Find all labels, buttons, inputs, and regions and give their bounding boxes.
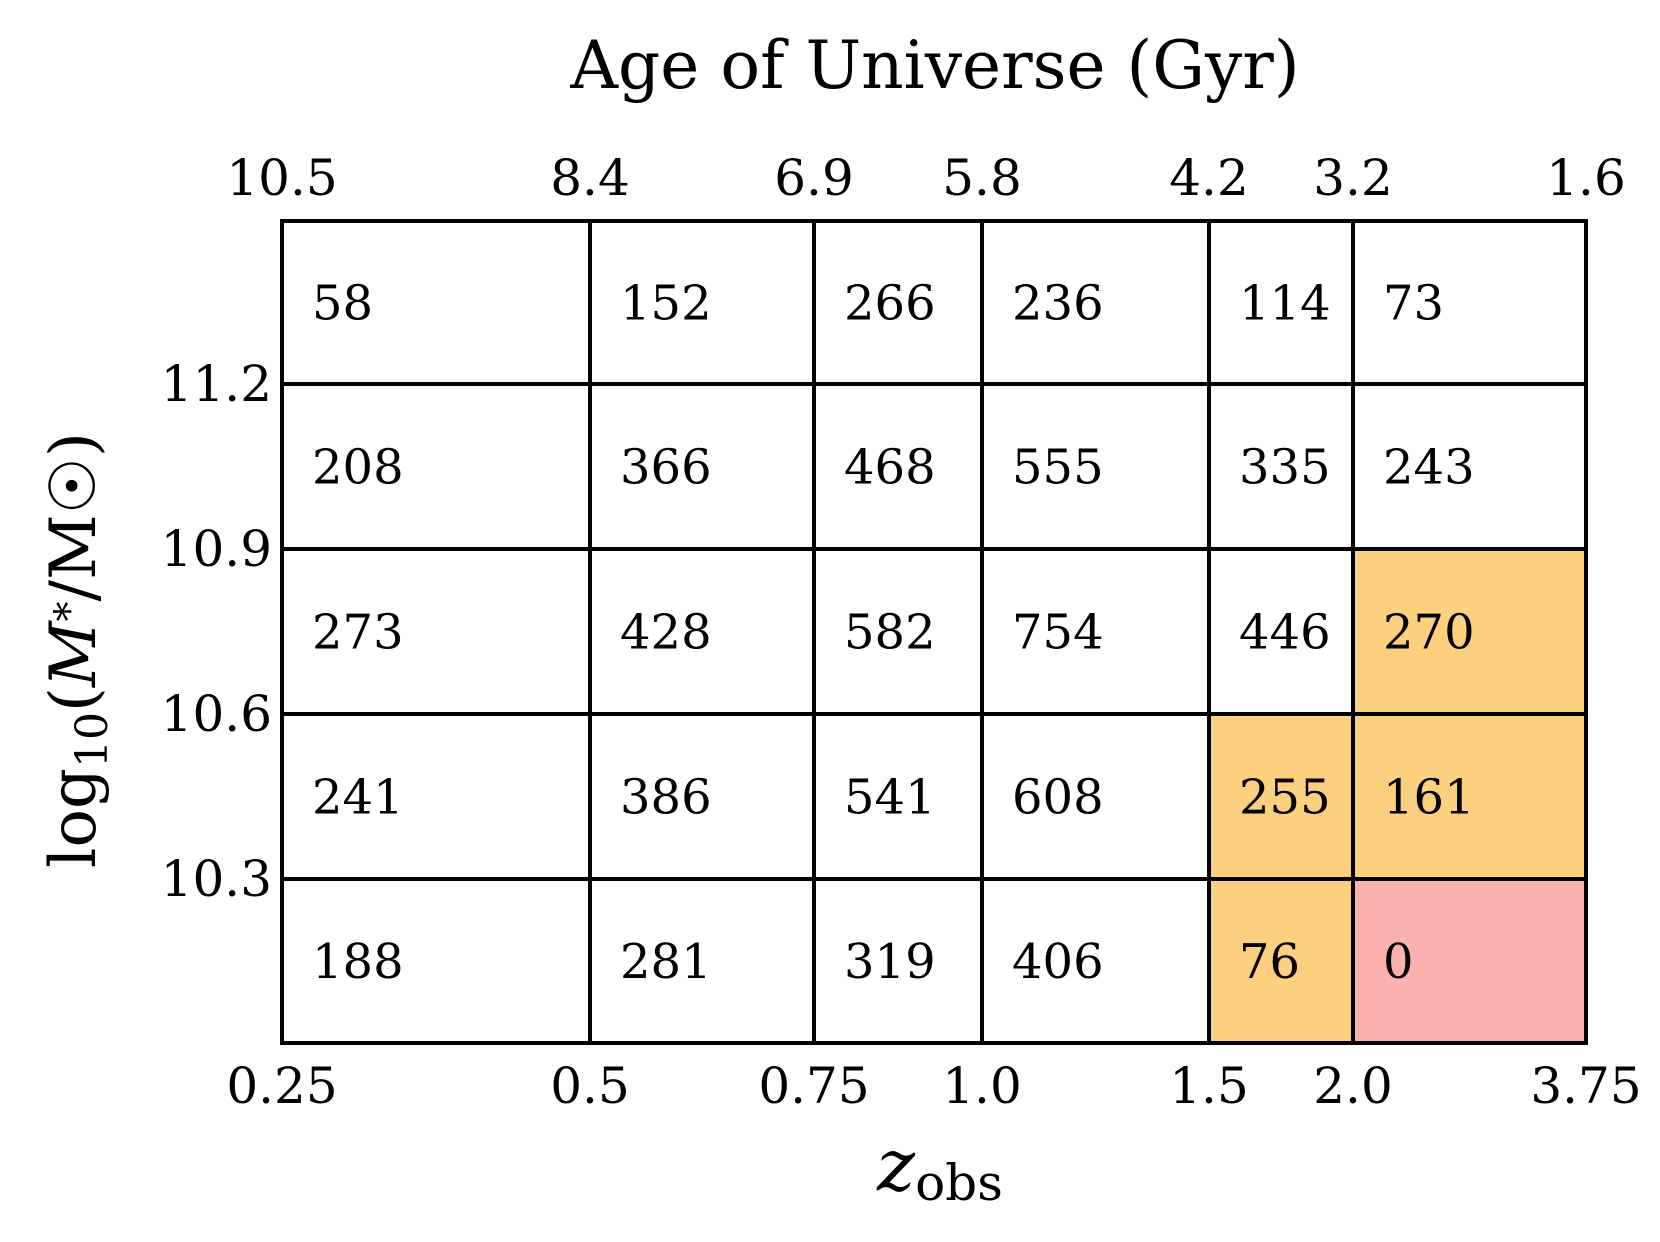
cell-count-r5-c2: 281 [620, 934, 712, 990]
cell-r3-c4 [982, 549, 1209, 714]
cell-count-r2-c1: 208 [312, 440, 404, 496]
cell-count-r4-c4: 608 [1012, 770, 1104, 826]
grid-layer [280, 219, 1588, 1045]
cell-count-r2-c4: 555 [1012, 440, 1104, 496]
cell-count-r1-c6: 73 [1383, 276, 1444, 332]
cell-count-r3-c3: 582 [844, 605, 936, 661]
cell-r3-c1 [282, 549, 590, 714]
cell-r5-c1 [282, 879, 590, 1043]
cell-r1-c5 [1209, 221, 1353, 384]
x-tick-label: 1.5 [1169, 1057, 1249, 1115]
top-tick-label: 4.2 [1169, 149, 1249, 207]
cell-count-r1-c4: 236 [1012, 276, 1104, 332]
cell-r2-c6 [1353, 384, 1586, 549]
top-tick-label: 10.5 [226, 149, 337, 207]
cell-count-r3-c6: 270 [1383, 605, 1475, 661]
cell-count-r5-c5: 76 [1239, 934, 1300, 990]
y-tick-label: 11.2 [161, 355, 272, 413]
cell-r1-c2 [590, 221, 814, 384]
cell-count-r2-c2: 366 [620, 440, 712, 496]
top-tick-label: 1.6 [1546, 149, 1626, 207]
cell-count-r3-c5: 446 [1239, 605, 1331, 661]
cell-r3-c5 [1209, 549, 1353, 714]
x-tick-label: 0.25 [226, 1057, 337, 1115]
labels-layer: 58 152 266 236 114 73 208 366 468 555 335 243 273 428… [161, 149, 1642, 1115]
cell-r2-c3 [814, 384, 982, 549]
y-tick-label: 10.6 [161, 685, 272, 743]
cell-r1-c3 [814, 221, 982, 384]
cell-r4-c6 [1353, 714, 1586, 879]
cell-r5-c2 [590, 879, 814, 1043]
cell-count-r4-c5: 255 [1239, 770, 1331, 826]
cell-count-r4-c3: 541 [844, 770, 936, 826]
x-tick-label: 2.0 [1313, 1057, 1393, 1115]
cell-count-r3-c1: 273 [312, 605, 404, 661]
cell-count-r4-c2: 386 [620, 770, 712, 826]
top-tick-label: 8.4 [550, 149, 630, 207]
cell-count-r1-c3: 266 [844, 276, 936, 332]
cell-r5-c6 [1353, 879, 1586, 1043]
cell-r1-c6 [1353, 221, 1586, 384]
chart-title: Age of Universe (Gyr) [569, 27, 1299, 104]
cell-count-r5-c6: 0 [1383, 934, 1414, 990]
cell-count-r2-c6: 243 [1383, 440, 1475, 496]
svg-text:log10(M*/M☉): log10(M*/M☉) [37, 432, 118, 868]
cell-count-r1-c1: 58 [312, 276, 373, 332]
cell-count-r1-c5: 114 [1239, 276, 1331, 332]
top-tick-label: 5.8 [942, 149, 1022, 207]
y-tick-label: 10.9 [161, 520, 272, 578]
cell-r5-c4 [982, 879, 1209, 1043]
cell-r5-c3 [814, 879, 982, 1043]
cell-r3-c3 [814, 549, 982, 714]
cell-count-r2-c3: 468 [844, 440, 936, 496]
cell-r4-c4 [982, 714, 1209, 879]
top-tick-label: 6.9 [774, 149, 854, 207]
cell-r2-c4 [982, 384, 1209, 549]
cell-count-r2-c5: 335 [1239, 440, 1331, 496]
cell-count-r3-c4: 754 [1012, 605, 1104, 661]
cell-r4-c3 [814, 714, 982, 879]
x-tick-label: 0.5 [550, 1057, 630, 1115]
x-axis-label: zobs [876, 1123, 1003, 1212]
x-tick-label: 1.0 [942, 1057, 1022, 1115]
cell-r3-c6 [1353, 549, 1586, 714]
top-tick-label: 3.2 [1313, 149, 1393, 207]
cells-layer [282, 221, 1586, 1043]
cell-r2-c1 [282, 384, 590, 549]
cell-count-r4-c1: 241 [312, 770, 404, 826]
cell-count-r4-c6: 161 [1383, 770, 1475, 826]
x-tick-label: 0.75 [758, 1057, 869, 1115]
cell-r4-c1 [282, 714, 590, 879]
cell-count-r3-c2: 428 [620, 605, 712, 661]
cell-r1-c4 [982, 221, 1209, 384]
x-tick-label: 3.75 [1530, 1057, 1641, 1115]
cell-count-r5-c4: 406 [1012, 934, 1104, 990]
cell-count-r1-c2: 152 [620, 276, 712, 332]
cell-r5-c5 [1209, 879, 1353, 1043]
y-axis-label: log10(M*/M☉) [37, 432, 118, 868]
cell-r2-c2 [590, 384, 814, 549]
cell-r4-c2 [590, 714, 814, 879]
y-tick-label: 10.3 [161, 850, 272, 908]
cell-count-r5-c1: 188 [312, 934, 404, 990]
cell-count-r5-c3: 319 [844, 934, 936, 990]
cell-r2-c5 [1209, 384, 1353, 549]
cell-r3-c2 [590, 549, 814, 714]
cell-r1-c1 [282, 221, 590, 384]
cell-r4-c5 [1209, 714, 1353, 879]
